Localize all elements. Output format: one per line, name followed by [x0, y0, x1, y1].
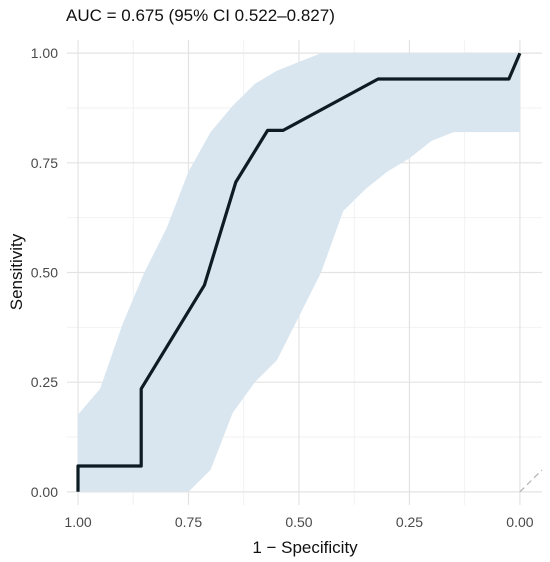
x-axis-label: 1 − Specificity: [252, 538, 358, 557]
x-axis-ticks: 1.00 0.75 0.50 0.25 0.00: [64, 514, 533, 530]
roc-curve-line: [76, 52, 522, 492]
x-tick-label: 0.25: [396, 514, 423, 530]
y-axis-label: Sensitivity: [7, 233, 26, 310]
y-tick-label: 0.00: [31, 484, 58, 500]
y-tick-label: 1.00: [31, 45, 58, 61]
x-tick-label: 0.50: [285, 514, 312, 530]
confidence-band-layer: [78, 53, 520, 492]
chance-diagonal-layer: [519, 469, 543, 493]
chart-title: AUC = 0.675 (95% CI 0.522–0.827): [66, 6, 335, 25]
confidence-band: [78, 53, 520, 492]
y-axis-ticks: 0.00 0.25 0.50 0.75 1.00: [31, 45, 58, 500]
x-tick-label: 0.75: [175, 514, 202, 530]
chance-diagonal: [519, 469, 543, 493]
roc-curve-layer: [76, 52, 522, 492]
y-tick-label: 0.25: [31, 374, 58, 390]
x-tick-label: 0.00: [506, 514, 533, 530]
x-tick-label: 1.00: [64, 514, 91, 530]
y-tick-label: 0.75: [31, 155, 58, 171]
y-tick-label: 0.50: [31, 265, 58, 281]
